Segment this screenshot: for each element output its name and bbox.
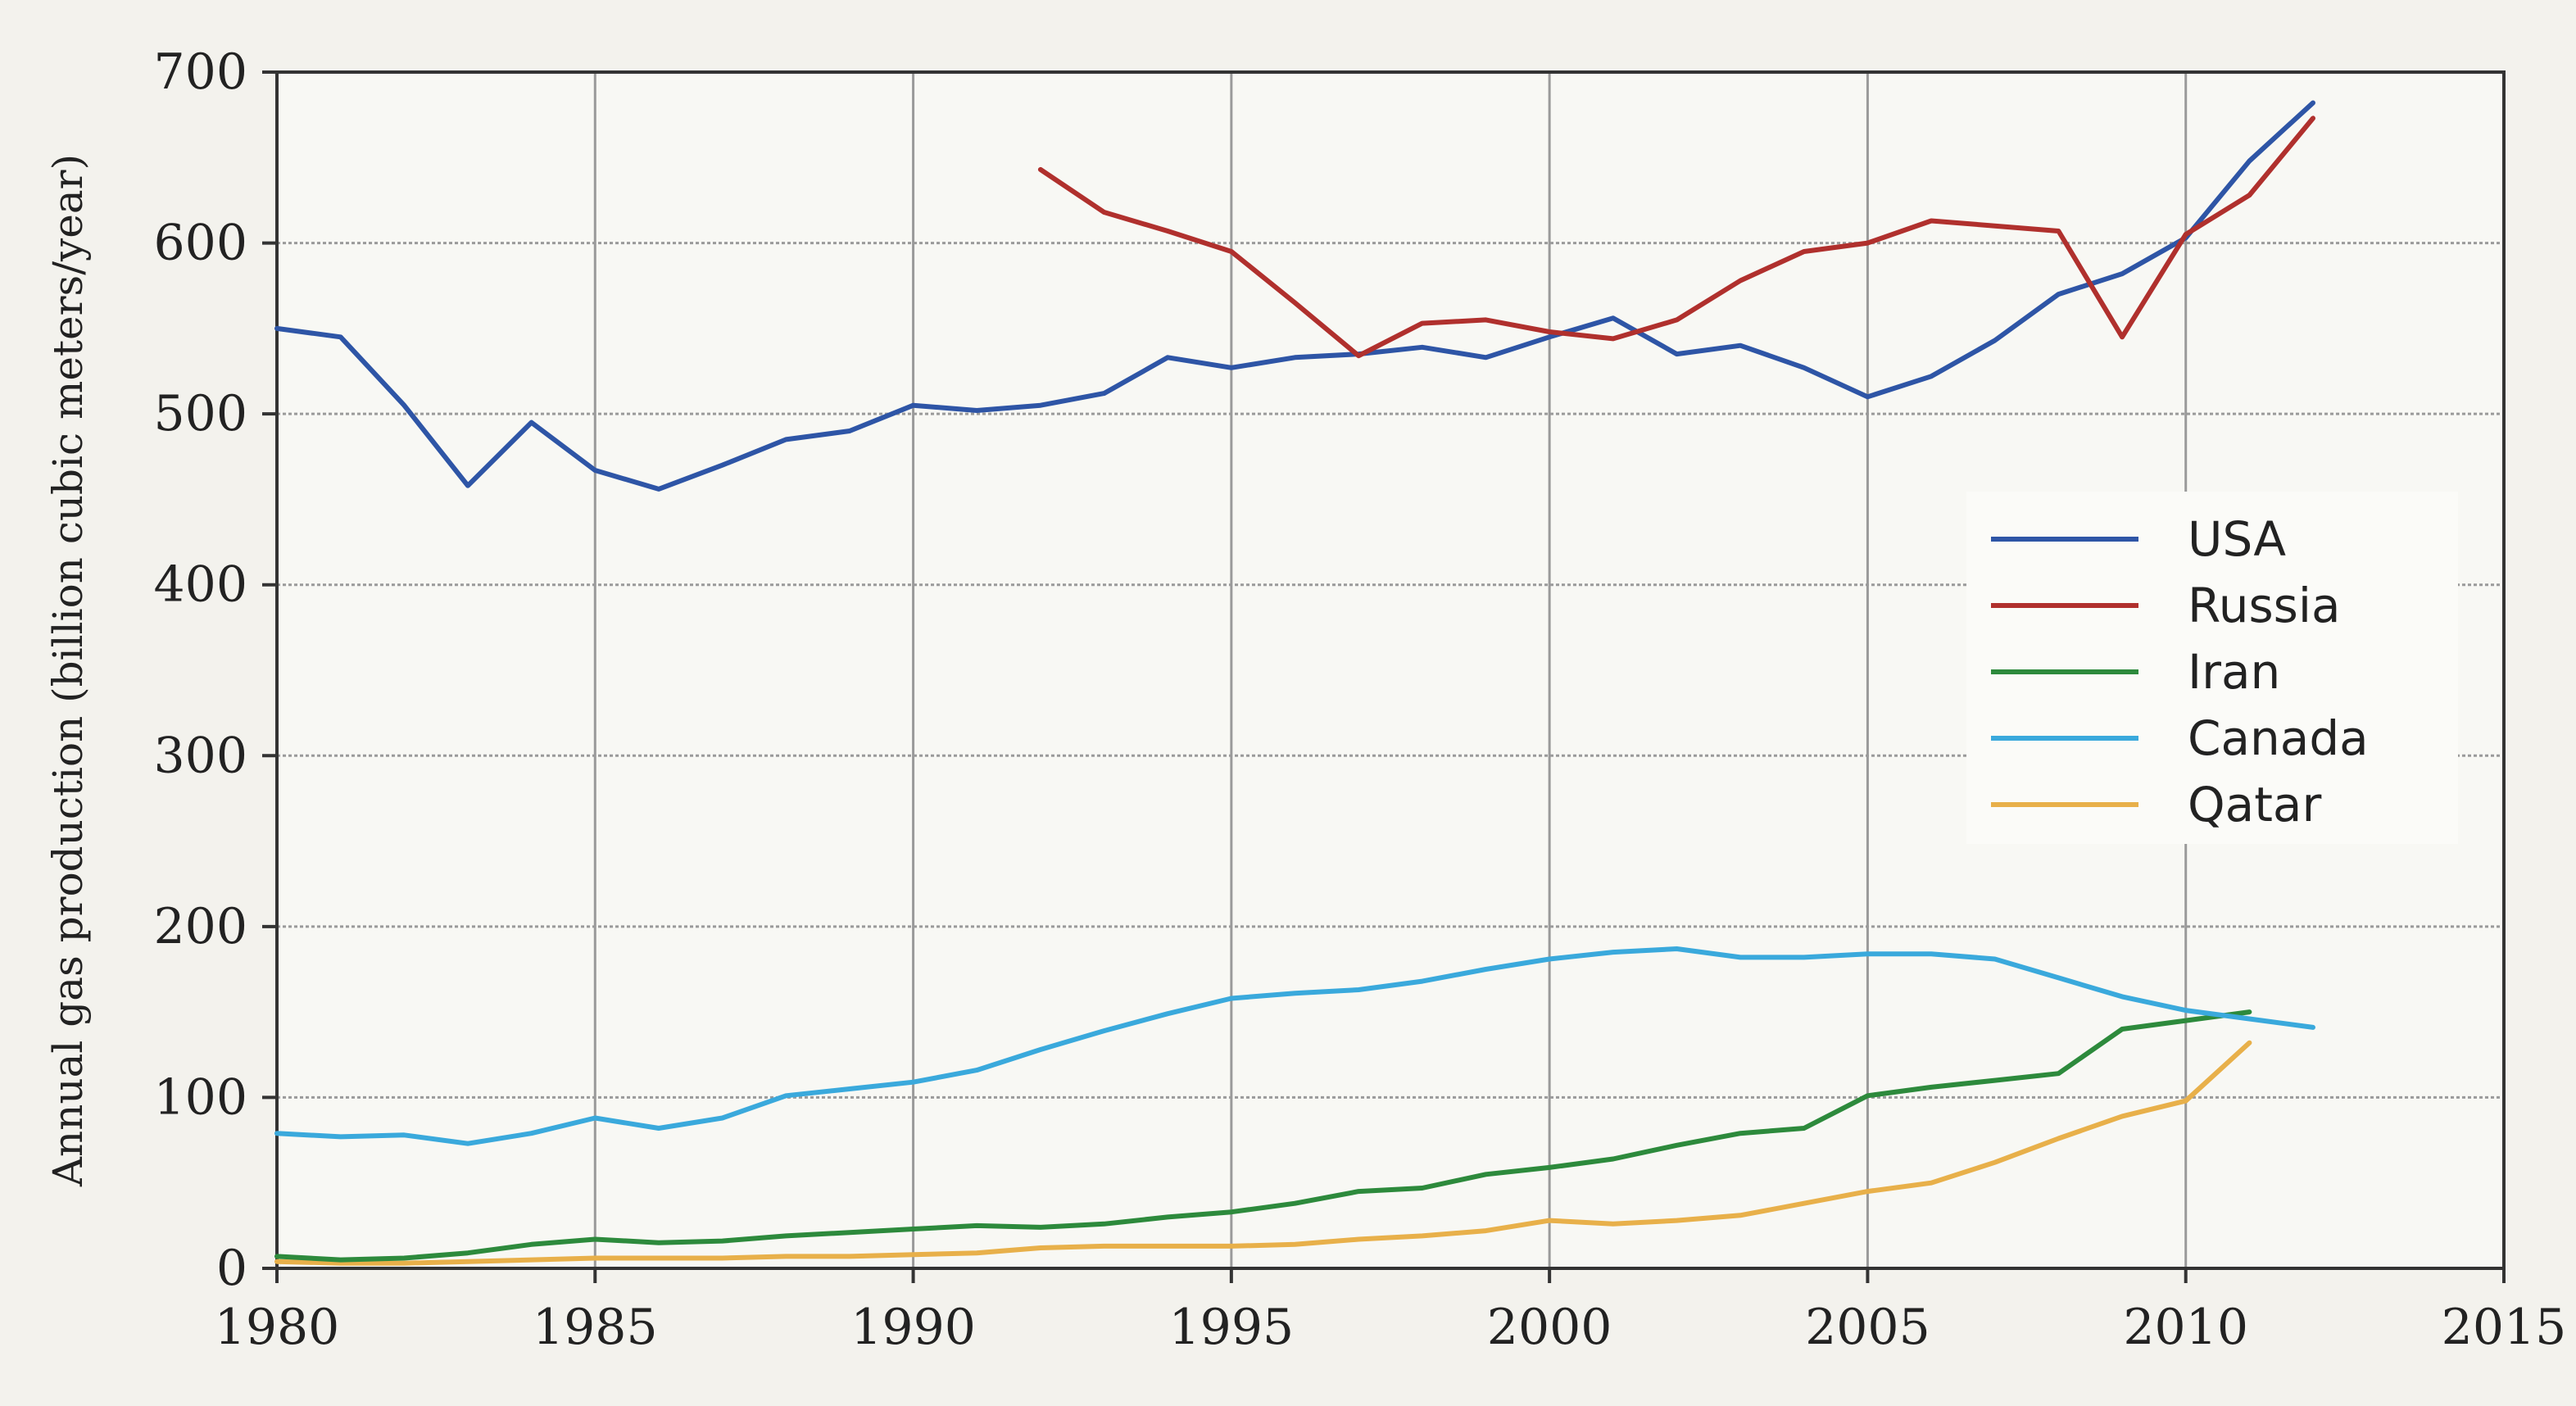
x-tick-label: 2005 [1805,1299,1930,1356]
y-tick-label: 0 [216,1240,247,1297]
legend-label-russia: Russia [2188,578,2341,633]
y-tick-labels: 0 100 200 300 400 500 600 700 [153,43,247,1297]
series-line-canada [274,946,2315,1146]
legend-label-usa: USA [2188,511,2286,567]
y-tick-label: 300 [153,727,247,784]
y-tick-label: 400 [153,556,247,614]
series-line-russia [1037,116,2315,359]
x-tick-label: 2000 [1487,1299,1612,1356]
y-tick-label: 200 [153,898,247,955]
tick-marks [262,70,2506,1283]
x-tick-label: 1995 [1169,1299,1295,1356]
series-lines [274,100,2315,1266]
x-tick-label: 1990 [850,1299,976,1356]
legend-label-canada: Canada [2188,710,2369,766]
legend-background [1966,492,2458,844]
plot-frame [275,70,2506,1270]
x-tick-label: 1985 [533,1299,658,1356]
series-line-iran [274,1009,2252,1263]
y-tick-label: 700 [153,43,247,101]
x-tick-labels: 1980 1985 1990 1995 2000 2005 2010 2015 [215,1299,2567,1356]
y-tick-label: 500 [153,385,247,442]
x-tick-label: 1980 [215,1299,340,1356]
legend-label-iran: Iran [2188,644,2280,700]
y-tick-label: 600 [153,215,247,272]
x-tick-label: 2010 [2123,1299,2248,1356]
legend-label-qatar: Qatar [2188,777,2321,832]
x-tick-label: 2015 [2442,1299,2567,1356]
legend: USA Russia Iran Canada Qatar [1966,492,2458,844]
series-line-qatar [274,1040,2252,1266]
series-line-usa [274,100,2315,492]
y-axis-label: Annual gas production (billion cubic met… [44,154,92,1187]
y-tick-label: 100 [153,1068,247,1126]
